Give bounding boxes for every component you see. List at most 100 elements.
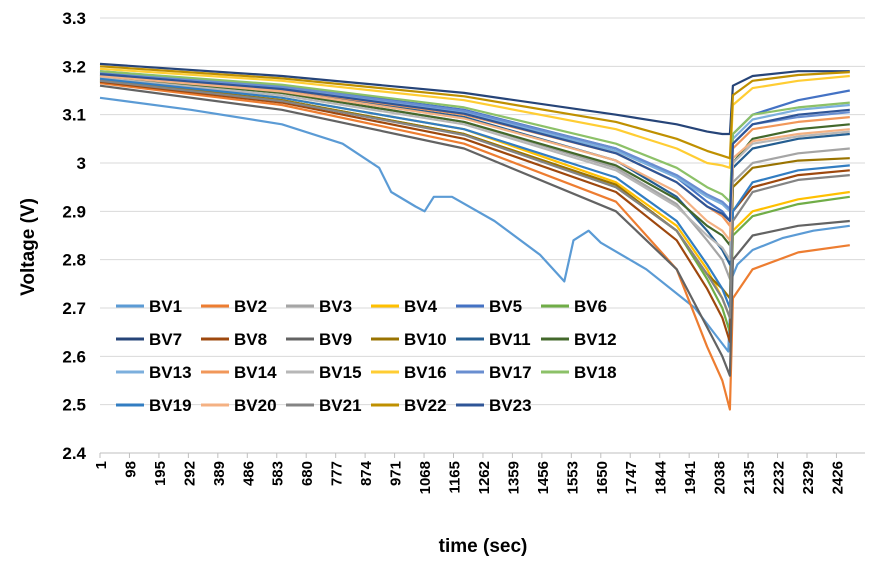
legend-item-bv14: BV14 xyxy=(201,363,277,382)
y-tick-label: 3 xyxy=(77,154,86,173)
legend-item-bv3: BV3 xyxy=(286,297,352,316)
legend-item-bv4: BV4 xyxy=(371,297,438,316)
series-line-bv16 xyxy=(99,67,850,169)
legend-item-bv13: BV13 xyxy=(116,363,192,382)
legend-label: BV6 xyxy=(574,297,607,316)
legend-item-bv2: BV2 xyxy=(201,297,267,316)
series-line-bv22 xyxy=(99,65,850,160)
y-axis-label: Voltage (V) xyxy=(18,198,39,296)
series-line-bv18 xyxy=(99,70,850,203)
legend-item-bv10: BV10 xyxy=(371,330,447,349)
legend-label: BV15 xyxy=(319,363,362,382)
x-tick-label: 389 xyxy=(211,461,228,486)
x-tick-label: 874 xyxy=(358,460,375,486)
x-tick-label: 1844 xyxy=(653,460,670,494)
y-tick-label: 2.5 xyxy=(62,396,86,415)
legend-item-bv8: BV8 xyxy=(201,330,267,349)
legend-label: BV13 xyxy=(149,363,192,382)
y-tick-label: 2.8 xyxy=(62,251,86,270)
legend-label: BV8 xyxy=(234,330,267,349)
legend-label: BV18 xyxy=(574,363,617,382)
series-line-bv8 xyxy=(99,80,850,343)
x-tick-label: 971 xyxy=(388,461,405,486)
series-line-bv20 xyxy=(99,74,850,242)
series-line-bv2 xyxy=(99,82,850,411)
x-tick-label: 1 xyxy=(93,461,110,469)
legend-item-bv21: BV21 xyxy=(286,396,362,415)
y-tick-label: 2.6 xyxy=(62,347,86,366)
legend: BV1 BV2 BV3 BV4 BV5 BV6 BV7 BV8 BV9 BV10 BV11 BV12 B… xyxy=(116,297,617,415)
legend-item-bv16: BV16 xyxy=(371,363,447,382)
y-tick-label: 3.3 xyxy=(62,9,86,28)
x-tick-label: 486 xyxy=(240,461,257,486)
legend-label: BV23 xyxy=(489,396,532,415)
legend-label: BV19 xyxy=(149,396,192,415)
y-tick-label: 3.1 xyxy=(62,106,86,125)
x-tick-labels: 1 98 195 292 389 486 583 680 777 874 971 1068 1165 12… xyxy=(93,453,846,494)
legend-label: BV22 xyxy=(404,396,447,415)
legend-label: BV1 xyxy=(149,297,182,316)
legend-label: BV12 xyxy=(574,330,617,349)
legend-item-bv19: BV19 xyxy=(116,396,192,415)
series-line-bv23 xyxy=(99,73,850,223)
legend-label: BV10 xyxy=(404,330,447,349)
legend-item-bv11: BV11 xyxy=(456,330,531,349)
series-line-bv9 xyxy=(99,84,850,377)
x-tick-label: 1747 xyxy=(623,461,640,494)
legend-label: BV3 xyxy=(319,297,352,316)
x-tick-label: 2329 xyxy=(800,461,817,494)
x-tick-label: 777 xyxy=(329,461,346,486)
x-tick-label: 2232 xyxy=(771,461,788,494)
x-tick-label: 1650 xyxy=(594,461,611,494)
series-line-bv19 xyxy=(99,77,850,310)
series-line-bv7 xyxy=(99,62,850,136)
y-tick-label: 2.7 xyxy=(62,299,86,318)
legend-label: BV2 xyxy=(234,297,267,316)
legend-item-bv12: BV12 xyxy=(541,330,617,349)
legend-label: BV17 xyxy=(489,363,532,382)
legend-item-bv18: BV18 xyxy=(541,363,617,382)
legend-label: BV7 xyxy=(149,330,182,349)
series-line-bv3 xyxy=(99,74,850,281)
legend-item-bv20: BV20 xyxy=(201,396,277,415)
x-tick-label: 2038 xyxy=(712,461,729,494)
legend-label: BV4 xyxy=(404,297,438,316)
x-tick-label: 1165 xyxy=(446,461,463,494)
legend-item-bv17: BV17 xyxy=(456,363,532,382)
x-tick-label: 2135 xyxy=(741,461,758,494)
series-line-bv1 xyxy=(99,96,850,353)
legend-label: BV11 xyxy=(489,330,531,349)
x-tick-label: 1941 xyxy=(682,461,699,494)
series-line-bv12 xyxy=(99,75,850,247)
x-tick-label: 195 xyxy=(152,461,169,486)
legend-label: BV20 xyxy=(234,396,277,415)
legend-item-bv15: BV15 xyxy=(286,363,362,382)
legend-item-bv6: BV6 xyxy=(541,297,607,316)
legend-item-bv22: BV22 xyxy=(371,396,447,415)
legend-item-bv23: BV23 xyxy=(456,396,532,415)
x-tick-label: 1068 xyxy=(417,461,434,494)
legend-item-bv7: BV7 xyxy=(116,330,182,349)
x-tick-label: 680 xyxy=(299,461,316,486)
y-tick-label: 2.9 xyxy=(62,202,86,221)
series-line-bv21 xyxy=(99,79,850,319)
x-tick-label: 1456 xyxy=(535,461,552,494)
legend-item-bv1: BV1 xyxy=(116,297,182,316)
series-lines xyxy=(99,62,851,411)
series-line-bv13 xyxy=(99,72,850,213)
legend-label: BV16 xyxy=(404,363,447,382)
x-tick-label: 1553 xyxy=(564,461,581,494)
legend-item-bv5: BV5 xyxy=(456,297,522,316)
x-tick-label: 583 xyxy=(270,461,287,486)
legend-label: BV5 xyxy=(489,297,522,316)
x-axis-label: time (sec) xyxy=(439,536,528,557)
x-tick-label: 98 xyxy=(122,461,139,478)
legend-label: BV9 xyxy=(319,330,352,349)
x-tick-label: 1359 xyxy=(505,461,522,494)
x-tick-label: 292 xyxy=(181,461,198,486)
legend-label: BV21 xyxy=(319,396,362,415)
y-tick-labels: 2.4 2.5 2.6 2.7 2.8 2.9 3 3.1 3.2 3.3 xyxy=(62,9,86,463)
legend-label: BV14 xyxy=(234,363,277,382)
series-line-bv15 xyxy=(99,76,850,261)
